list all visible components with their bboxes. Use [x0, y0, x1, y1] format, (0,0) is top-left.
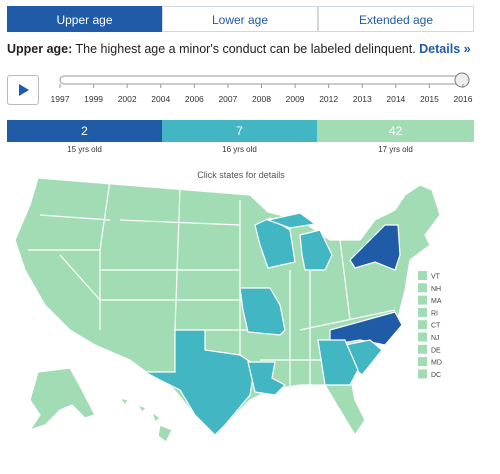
small-state[interactable] [418, 295, 427, 305]
year-label: 2015 [420, 94, 439, 104]
year-label: 2007 [218, 94, 237, 104]
year-label: 2002 [118, 94, 137, 104]
state[interactable] [254, 217, 296, 269]
slider-thumb[interactable] [454, 72, 470, 88]
play-icon [19, 84, 29, 96]
year-label: 2014 [386, 94, 405, 104]
state[interactable] [239, 287, 286, 336]
timeline[interactable]: 1997 1999 2002 2004 2006 2007 2008 2009 2012 2013… [45, 70, 485, 110]
year-label: 2004 [151, 94, 170, 104]
state[interactable] [265, 212, 333, 271]
state[interactable] [247, 361, 286, 396]
small-state-label: MD [431, 360, 442, 367]
year-label: 2016 [454, 94, 473, 104]
small-state[interactable] [418, 344, 427, 354]
play-button[interactable] [7, 75, 39, 105]
state[interactable] [317, 339, 359, 386]
small-state[interactable] [418, 307, 427, 317]
small-state[interactable] [418, 271, 427, 280]
small-state-label: NH [431, 286, 441, 293]
legend-label: 16 yrs old [222, 145, 257, 154]
small-state-label: MA [431, 298, 442, 305]
legend-bar: 2 [7, 120, 162, 142]
small-state[interactable] [418, 320, 427, 330]
year-label: 2009 [286, 94, 305, 104]
legend-bar: 42 [317, 120, 474, 142]
legend-label: 17 yrs old [378, 145, 413, 154]
small-state-label: RI [431, 310, 438, 317]
tab[interactable]: Upper age [7, 6, 162, 32]
state[interactable] [144, 329, 256, 436]
small-state-label: VT [431, 274, 441, 281]
small-state-label: NJ [431, 335, 440, 342]
year-label: 2013 [353, 94, 372, 104]
year-label: 2008 [252, 94, 271, 104]
small-state[interactable] [418, 357, 427, 367]
small-state-label: DC [431, 372, 441, 379]
state[interactable] [349, 224, 401, 271]
slider-track [59, 75, 464, 85]
state[interactable] [118, 397, 173, 443]
small-state[interactable] [418, 332, 427, 342]
year-label: 2012 [319, 94, 338, 104]
description: Upper age: The highest age a minor's con… [7, 42, 471, 56]
tab[interactable]: Extended age [318, 6, 474, 32]
small-state-label: CT [431, 323, 441, 330]
legend-bar: 7 [162, 120, 317, 142]
small-state-label: DE [431, 347, 441, 354]
year-label: 1999 [84, 94, 103, 104]
year-label: 2006 [185, 94, 204, 104]
tab[interactable]: Lower age [162, 6, 318, 32]
year-label: 1997 [51, 94, 70, 104]
small-state[interactable] [418, 283, 427, 293]
legend-label: 15 yrs old [67, 145, 102, 154]
description-text: The highest age a minor's conduct can be… [75, 42, 416, 56]
details-link[interactable]: Details » [419, 42, 471, 56]
map-hint: Click states for details [197, 170, 285, 180]
map: Click states for details VT NH MA RI CT NJ DE M… [14, 170, 442, 443]
description-label: Upper age: [7, 42, 73, 56]
state[interactable] [28, 367, 96, 432]
small-state[interactable] [418, 369, 427, 379]
